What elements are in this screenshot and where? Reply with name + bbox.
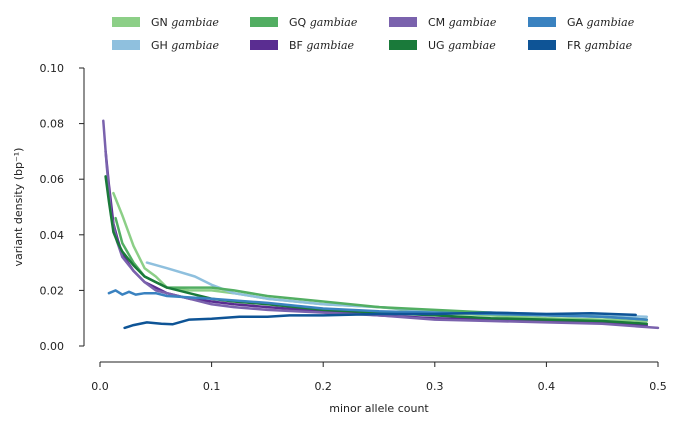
- legend-swatch: [389, 40, 417, 50]
- y-tick-label: 0.08: [40, 118, 65, 131]
- y-tick-label: 0.06: [40, 173, 65, 186]
- series-line-fr: [123, 311, 637, 330]
- x-tick-label: 0.4: [538, 380, 556, 393]
- legend-label: GH gambiae: [151, 39, 219, 52]
- legend-item-gn: GN gambiae: [112, 16, 219, 29]
- y-tick-label: 0.00: [40, 340, 65, 353]
- axes: minor allele count variant density (bp⁻¹…: [12, 68, 658, 415]
- y-axis-title: variant density (bp⁻¹): [12, 148, 25, 267]
- legend-swatch: [250, 17, 278, 27]
- legend-swatch: [250, 40, 278, 50]
- legend-item-gq: GQ gambiae: [250, 16, 358, 29]
- legend-item-gh: GH gambiae: [112, 39, 219, 52]
- ticks: 0.00 0.02 0.04 0.06 0.08 0.10 0.0 0.1 0.2 0.3 0.4 0…: [40, 62, 667, 393]
- series-line-ga: [107, 289, 649, 321]
- y-tick-label: 0.10: [40, 62, 65, 75]
- legend: GN gambiae GH gambiae GQ gambiae BF gambiae…: [112, 16, 635, 52]
- legend-label: FR gambiae: [567, 39, 633, 52]
- legend-label: UG gambiae: [428, 39, 496, 52]
- legend-item-ug: UG gambiae: [389, 39, 496, 52]
- legend-label: BF gambiae: [289, 39, 355, 52]
- x-tick-label: 0.3: [426, 380, 444, 393]
- series-line-ug: [104, 175, 649, 326]
- x-tick-label: 0.2: [314, 380, 332, 393]
- legend-label: CM gambiae: [428, 16, 497, 29]
- legend-swatch: [389, 17, 417, 27]
- legend-item-fr: FR gambiae: [528, 39, 633, 52]
- legend-label: GQ gambiae: [289, 16, 358, 29]
- x-tick-label: 0.1: [203, 380, 221, 393]
- y-tick-label: 0.04: [40, 229, 65, 242]
- legend-label: GA gambiae: [567, 16, 635, 29]
- legend-swatch: [112, 40, 140, 50]
- series-line-gq: [114, 216, 649, 321]
- legend-swatch: [528, 17, 556, 27]
- series-line-gn: [112, 191, 649, 323]
- x-tick-label: 0.5: [649, 380, 667, 393]
- legend-swatch: [528, 40, 556, 50]
- legend-swatch: [112, 17, 140, 27]
- legend-item-bf: BF gambiae: [250, 39, 355, 52]
- series-lines: [102, 119, 660, 330]
- legend-label: GN gambiae: [151, 16, 219, 29]
- x-tick-label: 0.0: [91, 380, 109, 393]
- legend-item-ga: GA gambiae: [528, 16, 635, 29]
- x-axis-title: minor allele count: [329, 402, 429, 415]
- y-tick-label: 0.02: [40, 284, 65, 297]
- legend-item-cm: CM gambiae: [389, 16, 497, 29]
